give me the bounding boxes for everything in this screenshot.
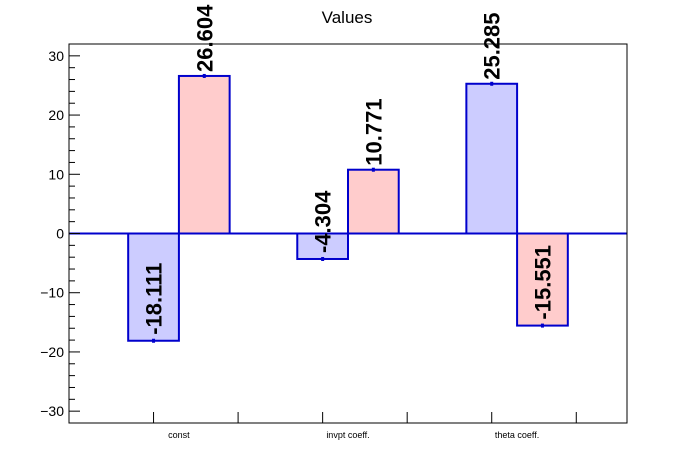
data-label: -4.304 [311,190,336,253]
data-label: -15.551 [530,245,555,320]
bars-layer [127,73,569,343]
y-tick-label: −30 [40,403,64,419]
bar-blue-0 [127,232,180,342]
y-axis: −30 −20 −10 0 10 20 30 [40,48,80,419]
x-axis: const invpt coeff. theta coeff. [153,412,577,440]
data-label: -18.111 [142,263,167,335]
data-labels: -18.111 26.604 -4.304 10.771 25.285 -15.551 [142,4,556,335]
y-tick-label: −20 [40,344,64,360]
data-label: 25.285 [480,12,505,79]
bar-red-1 [347,168,400,235]
y-tick-label: −10 [40,285,64,301]
y-tick-label: 0 [56,226,64,242]
data-label: 10.771 [361,98,386,165]
y-tick-label: 30 [48,48,64,64]
x-category-label: theta coeff. [495,430,539,440]
bar-red-0 [177,74,231,235]
y-tick-label: 20 [48,107,64,123]
y-tick-label: 10 [48,166,64,182]
x-category-label: const [168,430,190,440]
data-label: 26.604 [192,4,217,72]
chart-title: Values [322,8,373,27]
bar-blue-2 [465,82,519,235]
x-category-label: invpt coeff. [326,430,369,440]
